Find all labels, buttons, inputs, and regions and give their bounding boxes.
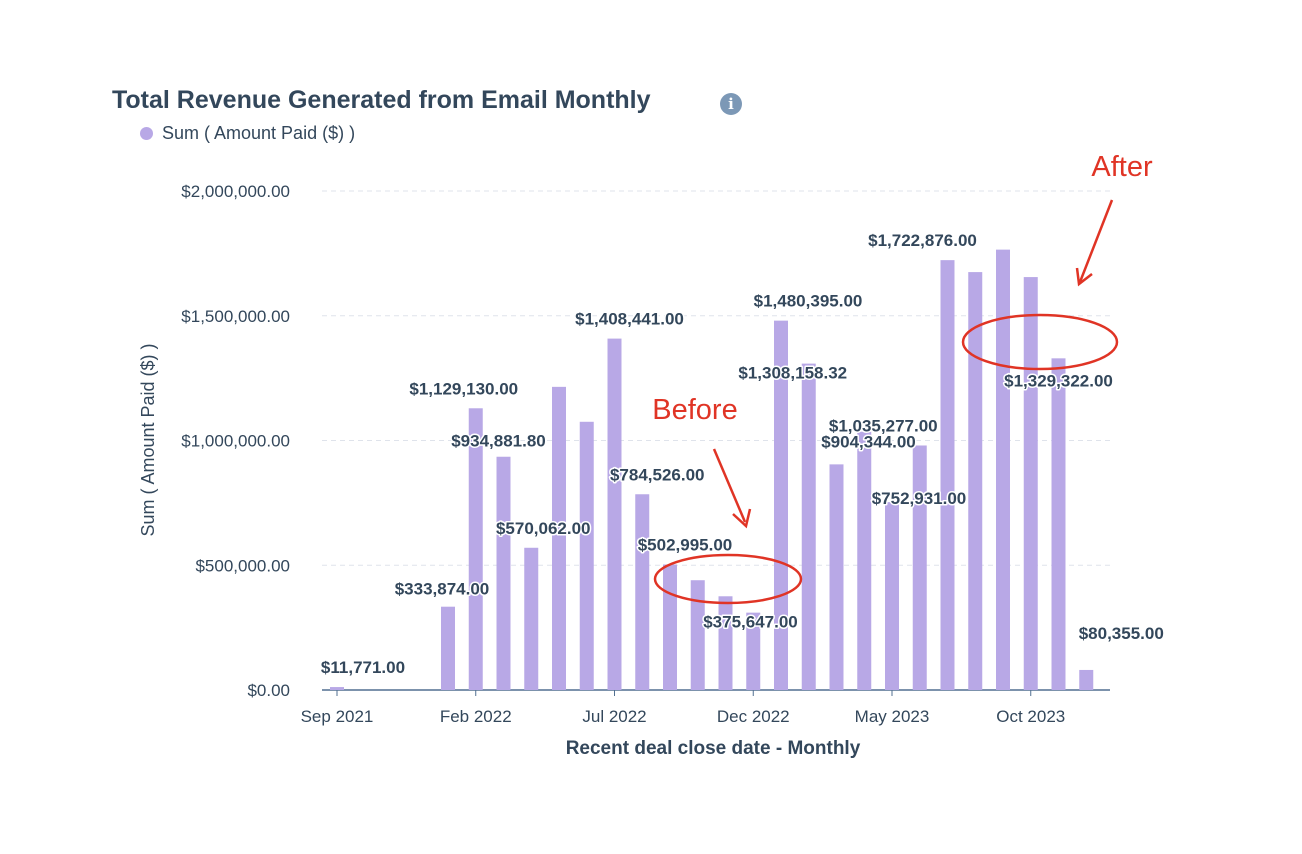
- x-tick-label: Sep 2021: [301, 707, 374, 726]
- bar[interactable]: [912, 445, 927, 690]
- y-tick-label: $0.00: [247, 681, 290, 700]
- data-label: $375,647.00: [703, 612, 798, 631]
- data-label: $1,722,876.00: [868, 231, 977, 250]
- bar[interactable]: [496, 456, 511, 690]
- highlight-ellipse-before: [653, 553, 803, 605]
- bar[interactable]: [940, 260, 955, 690]
- y-tick-label: $1,000,000.00: [181, 432, 290, 451]
- data-label: $11,771.00: [321, 658, 405, 677]
- data-label: $502,995.00: [638, 536, 733, 555]
- bar[interactable]: [607, 338, 622, 690]
- y-tick-label: $1,500,000.00: [181, 307, 290, 326]
- bar[interactable]: [468, 408, 483, 690]
- bar[interactable]: [829, 464, 844, 690]
- bar[interactable]: [885, 502, 899, 690]
- x-axis-label: Recent deal close date - Monthly: [566, 738, 861, 759]
- bar[interactable]: [579, 421, 594, 690]
- x-tick-label: Oct 2023: [996, 707, 1065, 726]
- bar[interactable]: [718, 596, 733, 690]
- arrow-before: [712, 448, 747, 523]
- legend-swatch: [140, 127, 153, 140]
- bar[interactable]: [1079, 669, 1094, 690]
- annotations: Before After: [652, 151, 1153, 605]
- data-label: $570,062.00: [496, 519, 591, 538]
- x-tick-label: Feb 2022: [440, 707, 512, 726]
- bar[interactable]: [968, 272, 983, 690]
- bar[interactable]: [1023, 277, 1038, 690]
- data-label: $784,526.00: [610, 465, 705, 484]
- data-label: $1,480,395.00: [754, 292, 863, 311]
- data-label: $904,344.00: [821, 432, 916, 451]
- arrowhead-before: [732, 508, 752, 529]
- data-label: $934,881.80: [451, 432, 546, 451]
- bar[interactable]: [663, 564, 677, 690]
- data-label: $752,931.00: [872, 489, 967, 508]
- bar[interactable]: [635, 494, 650, 690]
- data-label: $1,408,441.00: [575, 310, 684, 329]
- data-label: $1,329,322.00: [1004, 371, 1113, 390]
- data-label: $333,874.00: [395, 580, 490, 599]
- x-tick-label: Jul 2022: [582, 707, 646, 726]
- bar[interactable]: [552, 386, 566, 690]
- data-label: $1,129,130.00: [409, 379, 518, 398]
- annotation-after: After: [1091, 151, 1153, 183]
- data-label: $1,035,277.00: [829, 417, 938, 436]
- info-circle-icon[interactable]: i: [720, 93, 742, 115]
- chart-title: Total Revenue Generated from Email Month…: [112, 86, 651, 114]
- y-axis-label: Sum ( Amount Paid ($) ): [138, 343, 158, 536]
- bar[interactable]: [1051, 358, 1066, 690]
- x-axis-ticks: Sep 2021 Feb 2022 Jul 2022 Dec 2022 May 2023…: [301, 690, 1065, 726]
- arrow-after: [1078, 199, 1114, 283]
- y-tick-label: $500,000.00: [195, 556, 290, 575]
- legend[interactable]: Sum ( Amount Paid ($) ): [140, 123, 355, 144]
- legend-label: Sum ( Amount Paid ($) ): [162, 123, 356, 143]
- bar[interactable]: [801, 363, 816, 690]
- bar[interactable]: [441, 606, 455, 690]
- bar[interactable]: [330, 687, 344, 690]
- y-tick-label: $2,000,000.00: [181, 182, 290, 201]
- bar[interactable]: [690, 580, 705, 690]
- x-tick-label: Dec 2022: [717, 707, 790, 726]
- bar[interactable]: [996, 249, 1010, 690]
- bar[interactable]: [524, 547, 539, 690]
- bar[interactable]: [746, 612, 761, 690]
- arrowhead-after: [1075, 267, 1093, 287]
- data-label: $1,308,158.32: [738, 364, 847, 383]
- data-label: $80,355.00: [1079, 624, 1164, 643]
- highlight-ellipse-after: [961, 313, 1119, 371]
- y-axis-ticks: $0.00 $500,000.00 $1,000,000.00 $1,500,000.…: [181, 182, 290, 700]
- data-labels: $11,771.00 $333,874.00 $1,129,130.00 $934,8…: [319, 230, 1165, 679]
- x-tick-label: May 2023: [855, 707, 930, 726]
- bar[interactable]: [857, 431, 872, 690]
- bar-series: [330, 249, 1094, 690]
- annotation-before: Before: [652, 394, 737, 426]
